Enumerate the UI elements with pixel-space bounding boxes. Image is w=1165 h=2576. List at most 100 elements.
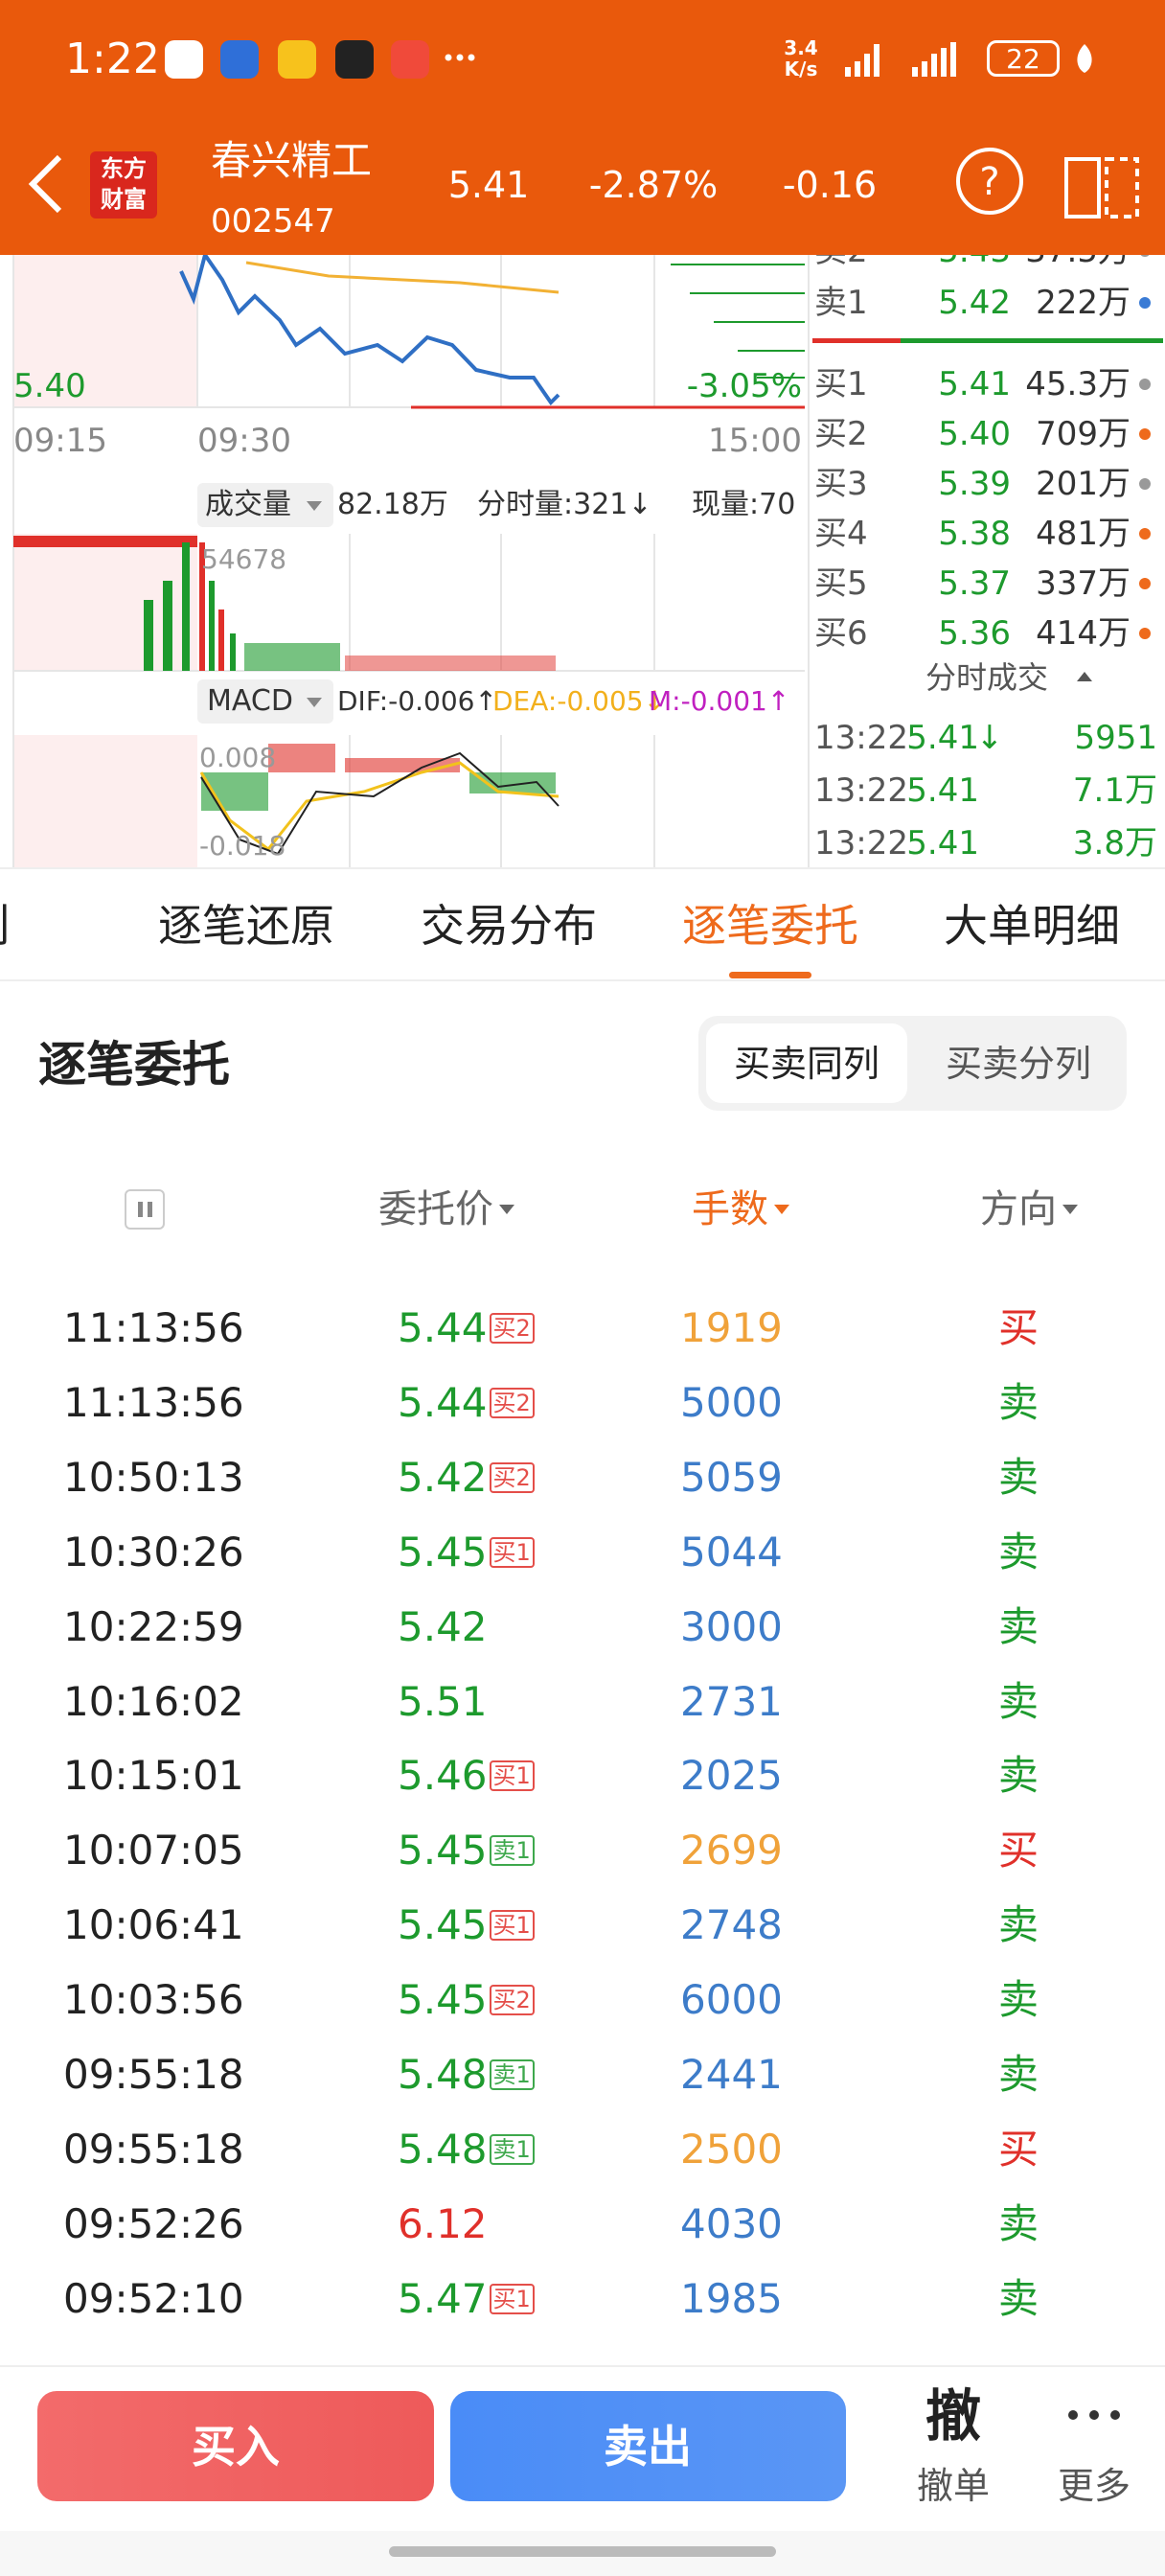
level-dot (1139, 379, 1151, 390)
cancel-label[interactable]: 撤单 (916, 2465, 991, 2507)
sort-arrow (1062, 1205, 1078, 1214)
help-button[interactable] (956, 148, 1023, 215)
trade-arrow: ↓ (975, 719, 1004, 757)
buy-button[interactable] (37, 2391, 434, 2501)
leaf (1077, 44, 1092, 73)
switch-icon[interactable] (1063, 150, 1140, 220)
row-qty: 1919 (680, 1304, 783, 1351)
level-volume: 37.5万 (1025, 255, 1131, 267)
toggle-option[interactable]: 买卖分列 (945, 1043, 1092, 1085)
level-volume: 709万 (1036, 415, 1131, 453)
level-price: 5.42 (938, 284, 1011, 322)
macd-label: MACD (207, 684, 293, 718)
toggle-option[interactable]: 买卖同列 (733, 1043, 880, 1085)
row-qty: 2500 (680, 2125, 783, 2173)
dot (1110, 2410, 1120, 2420)
sort-arrow (307, 501, 322, 511)
row-price-cell: 5.42 买2 (398, 1457, 535, 1498)
column-header[interactable]: 委托价 (378, 1187, 493, 1231)
column-header[interactable]: 方向 (980, 1187, 1057, 1231)
volume-band (13, 536, 197, 547)
signal (845, 42, 956, 77)
level-volume: 45.3万 (1025, 365, 1131, 403)
row-time: 10:50:13 (63, 1453, 244, 1501)
row-qty: 5000 (680, 1378, 783, 1426)
more-label[interactable]: 更多 (1057, 2465, 1131, 2507)
row-tag: 买2 (489, 1313, 535, 1344)
row-price-cell: 6.12 (398, 2199, 488, 2247)
level-label: 买1 (814, 365, 868, 403)
home-indicator[interactable] (389, 2546, 776, 2557)
row-direction: 卖 (997, 1752, 1039, 1800)
dot (468, 54, 475, 61)
volume-bar (209, 581, 215, 671)
tab[interactable]: 交易分布 (421, 900, 597, 952)
more-icon[interactable] (1065, 2404, 1123, 2426)
row-time: 10:15:01 (63, 1752, 244, 1800)
tab[interactable]: 逐笔委托 (682, 900, 858, 952)
top-bar (0, 0, 1165, 255)
stock-price: 5.41 (447, 164, 530, 206)
row-direction: 卖 (997, 1976, 1039, 2024)
row-time: 10:30:26 (63, 1528, 244, 1576)
row-direction: 卖 (997, 2199, 1039, 2247)
row-price: 5.45 (398, 1528, 488, 1576)
tab[interactable]: 逐笔还原 (158, 900, 334, 952)
divider (0, 867, 1165, 869)
tab[interactable]: 队列 (0, 904, 10, 948)
dot (1068, 2410, 1078, 2420)
row-price: 5.45 (398, 1827, 488, 1874)
cancel-icon[interactable]: 撤 (925, 2383, 982, 2449)
row-tag: 卖1 (489, 1835, 535, 1867)
trade-volume: 7.1万 (1072, 771, 1157, 810)
current-volume: 现量:70 (692, 488, 796, 521)
row-tag: 买2 (489, 1387, 535, 1418)
divider (0, 2365, 1165, 2367)
row-direction: 卖 (997, 2274, 1039, 2322)
back-button[interactable] (25, 153, 67, 215)
time-label: 09:15 (13, 422, 107, 460)
row-tag: 买1 (489, 2283, 535, 2314)
tab[interactable]: 大单明细 (944, 900, 1120, 952)
sell-button[interactable] (450, 2391, 846, 2501)
net-speed: 3.4 (784, 36, 818, 59)
level-volume: 414万 (1036, 614, 1131, 653)
level-price: 5.37 (938, 564, 1011, 603)
row-direction: 买 (997, 1304, 1039, 1351)
change-amount: -0.16 (782, 164, 878, 206)
row-time: 11:13:56 (63, 1378, 244, 1426)
level-dot (1139, 578, 1151, 589)
percent-label: -3.05% (686, 367, 802, 405)
help-icon[interactable]: ? (979, 160, 1000, 204)
row-time: 09:52:10 (63, 2274, 244, 2322)
level-dot (1139, 255, 1151, 257)
row-time: 10:03:56 (63, 1976, 244, 2024)
more-icon (445, 54, 475, 61)
level-dot (1139, 628, 1151, 639)
level-label: 买3 (814, 465, 868, 503)
column-header[interactable]: 手数 (692, 1187, 768, 1231)
stock-code: 002547 (211, 202, 335, 241)
level-price: 5.43 (938, 255, 1011, 267)
trade-time: 13:22 (814, 719, 908, 757)
row-price: 6.12 (398, 2199, 488, 2247)
row-time: 11:13:56 (63, 1304, 244, 1351)
macd-m: M:-0.001↑ (649, 685, 790, 717)
trade-price: 5.41 (906, 771, 979, 810)
macd-bar (268, 744, 335, 772)
row-price: 5.48 (398, 2051, 488, 2098)
level-volume: 222万 (1036, 284, 1131, 322)
row-price-cell: 5.42 (398, 1606, 488, 1647)
bar (912, 67, 918, 77)
pause-button[interactable] (125, 1189, 165, 1230)
trade-title: 分时成交 (925, 659, 1049, 696)
level-dot (1139, 297, 1151, 309)
row-qty: 2441 (680, 2051, 783, 2098)
level-dot (1139, 428, 1151, 440)
premarket-shade (13, 255, 197, 407)
row-qty: 2748 (680, 1901, 783, 1949)
row-price: 5.44 (398, 1378, 488, 1426)
sort-arrow (499, 1205, 514, 1214)
app-icon (165, 40, 203, 79)
